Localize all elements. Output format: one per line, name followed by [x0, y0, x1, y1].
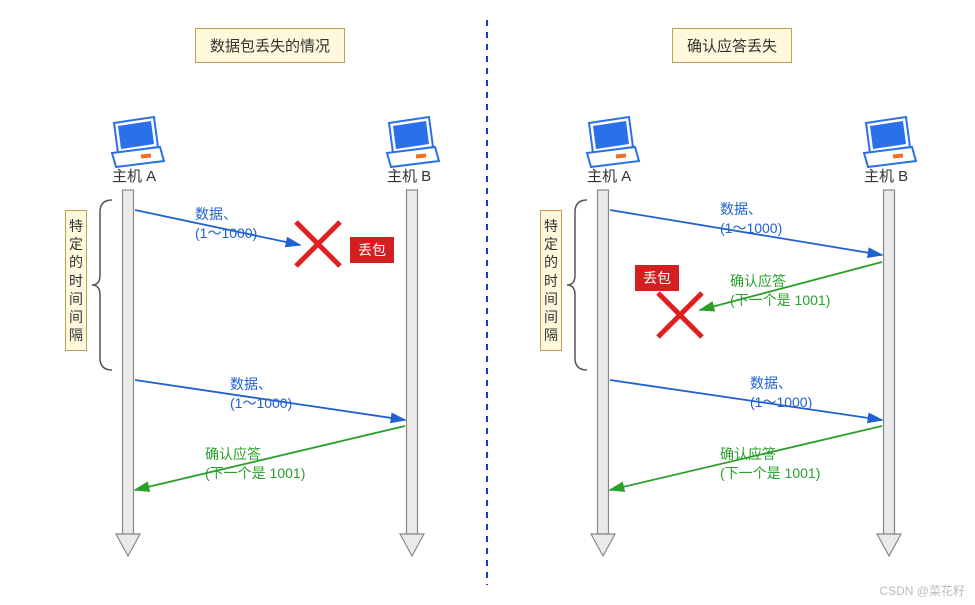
diagram-svg [0, 0, 975, 605]
